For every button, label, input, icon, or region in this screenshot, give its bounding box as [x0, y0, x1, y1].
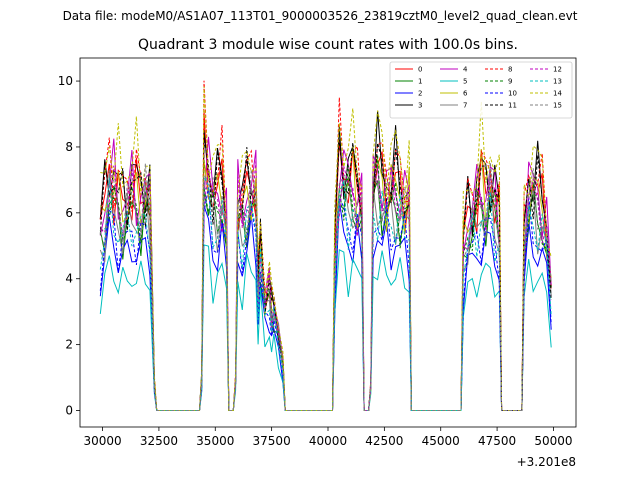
legend-label-7: 7 [463, 102, 467, 110]
y-tick-label: 8 [65, 140, 73, 154]
y-tick-label: 6 [65, 206, 73, 220]
x-tick-label: 42500 [365, 434, 403, 448]
legend-label-4: 4 [463, 66, 468, 74]
legend-label-15: 15 [553, 102, 562, 110]
legend-label-12: 12 [553, 66, 562, 74]
plot-area: 30000 32500 35000 37500 40000 42500 45000 47500… [58, 57, 577, 469]
y-tick-label: 10 [58, 74, 73, 88]
legend-label-13: 13 [553, 78, 562, 86]
x-offset-label: +3.201e8 [517, 455, 576, 469]
x-tick-label: 32500 [140, 434, 178, 448]
legend-label-2: 2 [418, 90, 422, 98]
series-line-15 [99, 162, 552, 411]
x-tick-label: 37500 [253, 434, 291, 448]
legend-label-10: 10 [508, 90, 517, 98]
legend-label-0: 0 [418, 66, 422, 74]
y-axis: 0 2 4 6 8 10 [58, 74, 80, 418]
y-tick-label: 0 [65, 404, 73, 418]
x-axis: 30000 32500 35000 37500 40000 42500 45000 47500… [83, 427, 573, 448]
x-tick-label: 50000 [534, 434, 572, 448]
legend-label-1: 1 [418, 78, 422, 86]
x-tick-label: 45000 [422, 434, 460, 448]
legend-label-6: 6 [463, 90, 468, 98]
x-tick-label: 47500 [478, 434, 516, 448]
figure-suptitle: Data file: modeM0/AS1A07_113T01_90000035… [63, 9, 578, 23]
x-tick-label: 40000 [309, 434, 347, 448]
legend-box [389, 61, 573, 119]
y-tick-label: 4 [65, 272, 73, 286]
legend-label-9: 9 [508, 78, 512, 86]
chart-title: Quadrant 3 module wise count rates with … [138, 37, 518, 53]
x-tick-label: 30000 [83, 434, 121, 448]
series-layer [99, 80, 552, 411]
legend-label-11: 11 [508, 102, 517, 110]
x-tick-label: 35000 [196, 434, 234, 448]
legend-label-14: 14 [553, 90, 562, 98]
y-tick-label: 2 [65, 338, 73, 352]
legend-label-8: 8 [508, 66, 512, 74]
legend-label-3: 3 [418, 102, 422, 110]
legend-label-5: 5 [463, 78, 467, 86]
